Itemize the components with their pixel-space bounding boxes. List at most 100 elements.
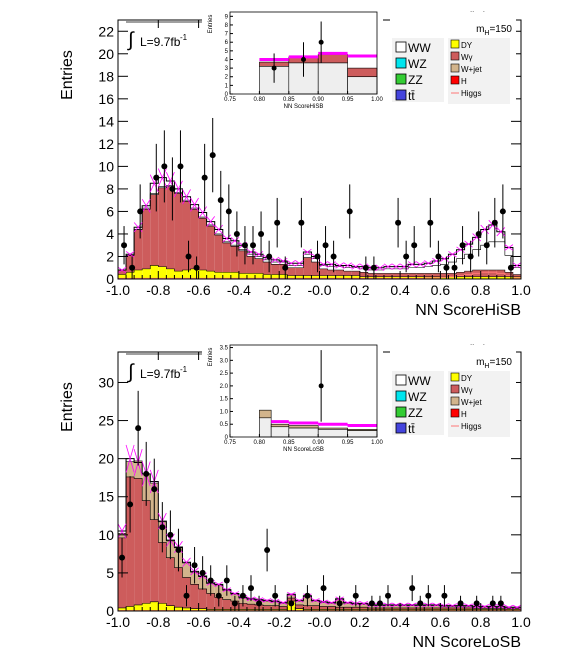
bar-WW — [126, 254, 135, 256]
bar-DY — [263, 274, 272, 279]
data-point — [266, 253, 273, 260]
data-point — [258, 230, 265, 237]
inset-x-tick-label: 1.00 — [371, 97, 383, 103]
inset-x-tick-label: 0.80 — [254, 440, 266, 446]
legend-label-Wjet: W+jet — [461, 65, 482, 74]
inset-y-tick-label: 8 — [225, 23, 229, 29]
data-point — [451, 264, 458, 271]
bar-Wgamma — [271, 605, 280, 610]
bar-WW — [359, 268, 368, 273]
x-tick-label: 1.0 — [511, 282, 531, 298]
bar-DY — [206, 271, 215, 279]
data-point — [370, 264, 377, 271]
inset-x-tick-label: 0.75 — [224, 97, 236, 103]
bar-WW — [271, 262, 280, 265]
bar-Wgamma — [400, 273, 409, 277]
inset-frame — [229, 11, 378, 95]
bar-Wjet — [327, 603, 336, 607]
bar-WW — [383, 268, 393, 274]
legend-label-H: H — [461, 410, 467, 419]
bar-DY — [118, 274, 127, 279]
legend-label-Higgs: Higgs — [461, 422, 481, 431]
bar-Wgamma — [392, 607, 401, 610]
bar-DY — [142, 268, 151, 279]
inset-x-tick-label: 0.80 — [254, 97, 266, 103]
bar-WW — [287, 265, 296, 268]
x-tick-label: -0.0 — [307, 614, 331, 630]
bar-Wgamma — [504, 272, 513, 277]
uncertainty-band — [448, 251, 457, 258]
bar-Wgamma — [327, 269, 336, 276]
legend-swatch-tt — [395, 89, 407, 101]
data-point — [362, 264, 369, 271]
y-tick-label: 0 — [106, 603, 114, 619]
bar-WW — [375, 267, 384, 270]
bar-Wgamma — [432, 273, 441, 277]
legend-swatch-Wjet — [450, 63, 460, 73]
bar-WW — [327, 264, 336, 267]
bar-Wjet — [343, 603, 352, 608]
uncertainty-band — [351, 263, 361, 270]
uncertainty-band — [512, 604, 522, 610]
legend-label-Wjet: W+jet — [461, 398, 482, 407]
lumi-integral: ∫ — [127, 361, 135, 383]
data-point — [322, 242, 329, 249]
inset-bar-WW — [317, 429, 348, 438]
uncertainty-band — [343, 600, 352, 605]
bar-DY — [190, 268, 199, 279]
inset-y-title: Entries — [208, 15, 214, 34]
bar-Wgamma — [190, 584, 199, 609]
data-point — [346, 208, 353, 215]
bar-WW — [408, 267, 417, 274]
bar-Wjet — [126, 461, 135, 477]
y-tick-label: 5 — [106, 565, 114, 581]
y-axis-title: Entries — [59, 50, 76, 100]
uncertainty-band — [270, 256, 280, 263]
legend-swatch-H — [450, 408, 460, 418]
uncertainty-band — [157, 168, 167, 187]
data-point — [201, 174, 208, 181]
bar-WW — [271, 259, 280, 263]
bar-Wjet — [408, 605, 417, 608]
data-point — [185, 253, 192, 260]
inset-bar-WW — [270, 426, 290, 438]
data-point — [272, 592, 279, 599]
inset-y-tick-label: 0.5 — [220, 422, 229, 428]
uncertainty-band — [327, 600, 336, 605]
data-point — [417, 600, 424, 607]
data-point — [443, 264, 450, 271]
data-point — [330, 253, 337, 260]
bar-Wgamma — [464, 607, 473, 610]
data-point — [425, 592, 432, 599]
bar-DY — [134, 269, 143, 279]
inset-y-tick-label: 4 — [225, 57, 229, 63]
bar-WW — [150, 193, 159, 195]
lumi-label: ∫ L=9.7fb -1 — [127, 29, 188, 51]
data-point — [288, 600, 295, 607]
bar-WW — [311, 258, 320, 263]
bar-Wgamma — [440, 607, 449, 610]
y-tick-label: 30 — [98, 374, 114, 390]
x-axis-title: NN ScoreLoSB — [413, 634, 522, 651]
bar-Wgamma — [311, 262, 320, 276]
legend-label-WZ: WZ — [408, 390, 427, 404]
bar-Wgamma — [126, 255, 135, 273]
inset-y-tick-label: 1.5 — [220, 397, 229, 403]
bar-Wgamma — [222, 599, 231, 610]
bar-DY — [311, 275, 320, 279]
inset-y-tick-label: 9 — [225, 14, 229, 20]
bar-WW — [142, 205, 151, 209]
bar-WW — [158, 177, 167, 187]
bar-Wgamma — [303, 605, 312, 610]
bar-Wgamma — [383, 607, 393, 610]
data-point — [137, 208, 144, 215]
bar-Wjet — [440, 606, 449, 608]
uncertainty-band — [407, 261, 417, 268]
inset-data-point — [318, 383, 324, 389]
inset-bar-bkg — [270, 423, 290, 428]
data-point — [411, 242, 418, 249]
inset-bar-WW — [347, 76, 378, 95]
bar-Wgamma — [166, 557, 175, 606]
lumi-text: L=9.7fb — [140, 35, 181, 49]
bar-Wgamma — [142, 209, 151, 269]
